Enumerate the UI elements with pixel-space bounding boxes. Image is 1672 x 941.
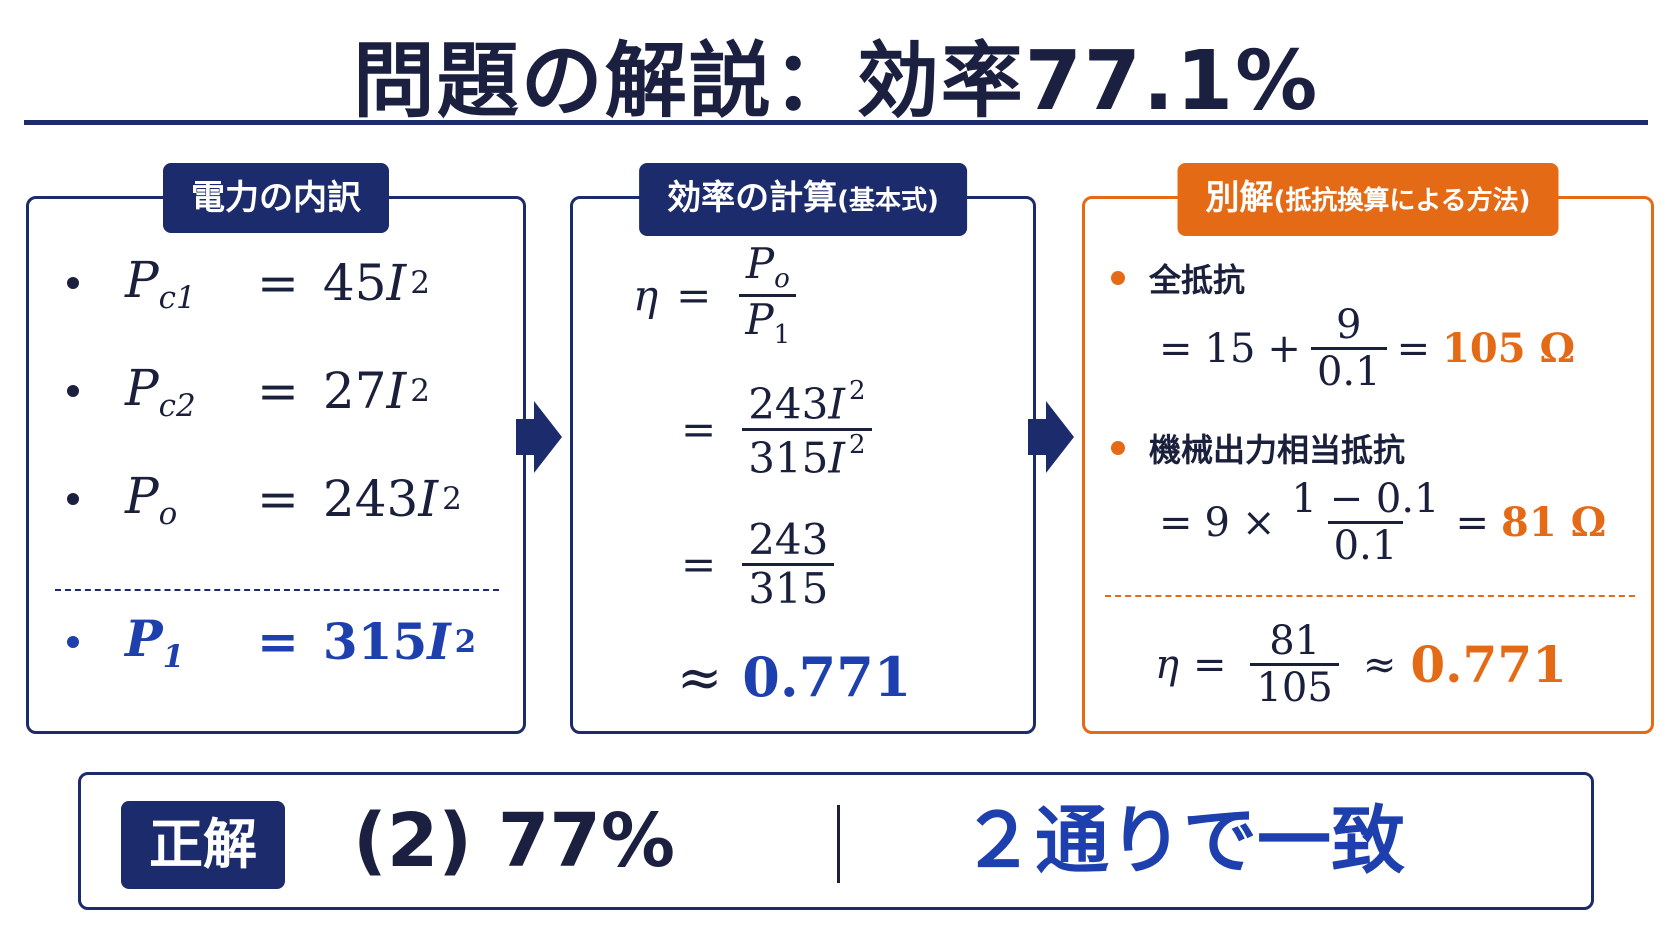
answer-box: 正解 (2) 77% ２通りで一致 <box>78 772 1594 910</box>
bullet-icon <box>67 385 79 398</box>
eta-substitution: = 243I 2 315I 2 <box>681 377 882 481</box>
eta-result: ≈ 0.771 <box>677 645 912 709</box>
answer-text: (2) 77% <box>353 798 676 884</box>
alt-divider <box>1105 595 1635 597</box>
alt-final-eta: η = 81 105 ≈ 0.771 <box>1155 618 1567 711</box>
answer-separator <box>837 805 840 883</box>
title-divider <box>24 120 1648 125</box>
panel-label-alt: 別解(抵抗換算による方法) <box>1177 163 1559 236</box>
answer-badge: 正解 <box>121 801 285 889</box>
breakdown-item-pc2: Pc2 = 27 I 2 <box>67 359 430 424</box>
eta-definition: η = Po P1 <box>633 240 806 350</box>
power-breakdown-panel: 電力の内訳 Pc1 = 45 I 2 Pc2 = 27 I 2 Po = 243 I 2 P… <box>26 163 526 734</box>
breakdown-divider <box>55 589 499 591</box>
panel-label-breakdown: 電力の内訳 <box>163 163 389 233</box>
alt-item-mech-resistance-title: 機械出力相当抵抗 <box>1111 425 1405 471</box>
bullet-icon <box>67 493 79 506</box>
breakdown-item-pc1: Pc1 = 45 I 2 <box>67 251 430 316</box>
eta-simplified: = 243 315 <box>681 516 844 612</box>
efficiency-calc-panel: 効率の計算(基本式) η = Po P1 = 243I 2 315I 2 = 243… <box>570 163 1036 734</box>
breakdown-item-po: Po = 243 I 2 <box>67 467 462 532</box>
page-title: 問題の解説：効率77.1% <box>352 34 1320 129</box>
alt-mech-resistance-eq: = 9 × 1 − 0.1 0.1 = 81 Ω <box>1159 476 1607 569</box>
alt-item-total-resistance-title: 全抵抗 <box>1111 255 1245 301</box>
breakdown-total-p1: P1 = 315 I 2 <box>67 609 476 675</box>
bullet-icon <box>67 635 79 648</box>
bullet-icon <box>67 277 79 290</box>
panel-label-calc: 効率の計算(基本式) <box>639 163 967 236</box>
answer-note: ２通りで一致 <box>961 798 1405 884</box>
bullet-icon <box>1111 441 1125 455</box>
alt-total-resistance-eq: = 15 + 9 0.1 = 105 Ω <box>1159 302 1576 395</box>
bullet-icon <box>1111 271 1125 285</box>
alternative-method-panel: 別解(抵抗換算による方法) 全抵抗 = 15 + 9 0.1 = 105 Ω 機械… <box>1082 163 1654 734</box>
